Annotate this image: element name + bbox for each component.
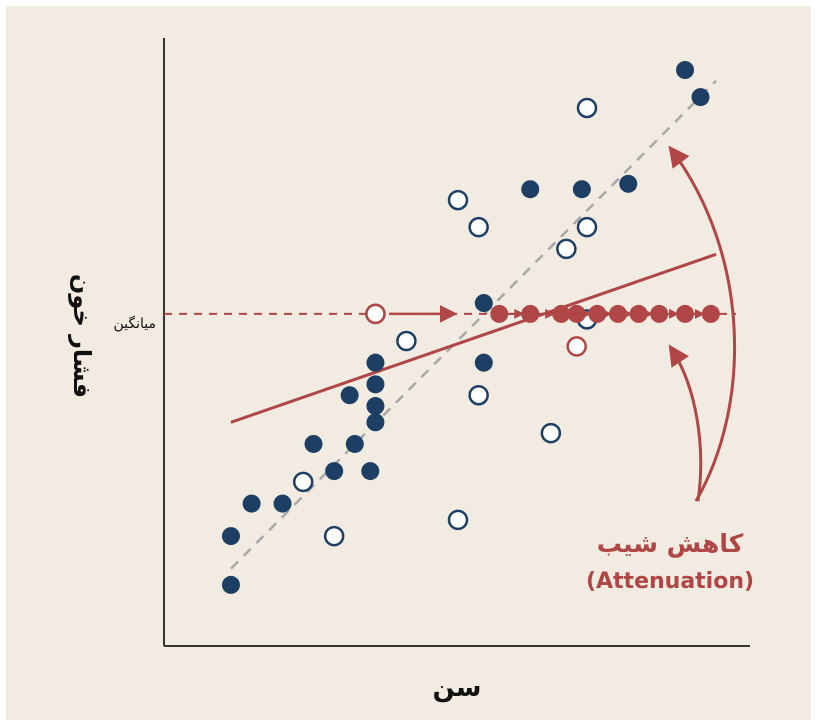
data-point-filled [366,413,385,432]
data-point-attenuated [567,304,586,323]
data-point-attenuated [629,304,648,323]
data-point-filled [474,353,493,372]
data-point-filled [474,294,493,313]
data-point-filled [273,494,292,513]
y-axis-label: فشار خون [68,274,96,398]
data-point-filled [521,180,540,199]
data-point-attenuated [552,304,571,323]
data-point-open [468,216,489,238]
data-point-attenuated [701,304,720,323]
annotation-title: کاهش شیب [597,529,744,558]
mean-label: میانگین [114,315,157,332]
chart-panel: فشار خون سن میانگین کاهش شیب (Attenuatio… [6,6,811,720]
data-point-attenuated [676,304,695,323]
data-point-open [576,216,598,238]
data-point-open [447,189,469,211]
data-point-filled [691,88,710,107]
data-point-attenuated [608,304,627,323]
data-point-open [576,97,598,119]
regression-line [230,252,717,424]
data-point-filled [340,386,359,405]
data-point-filled [366,375,385,394]
attenuation-arrow-long [668,145,737,502]
annotation-subtitle: (Attenuation) [586,569,754,594]
diagonal-reference-line [230,79,717,570]
data-point-open [292,471,314,493]
attenuation-arrow-short [668,344,703,502]
data-point-filled [242,494,261,513]
data-point-attenuated [650,304,669,323]
data-point-filled [361,462,380,481]
data-point-filled [366,397,385,416]
data-point-open [447,509,469,531]
data-point-filled [676,61,695,79]
data-point-filled [221,575,240,594]
data-point-filled [325,462,344,481]
data-point-filled [619,174,638,193]
data-point-attenuated [521,304,540,323]
data-point-attenuated [588,304,607,323]
scatter-chart: فشار خون سن میانگین کاهش شیب (Attenuatio… [68,38,754,703]
data-point-attenuated [490,304,509,323]
data-point-filled [304,434,323,453]
data-point-filled [366,353,385,372]
data-point-open [396,330,417,352]
x-axis-label: سن [433,673,482,703]
data-point-open [540,422,562,444]
data-point-open [468,384,489,406]
data-point-open [556,238,577,260]
data-point-open [323,525,345,547]
mean-point-open [365,303,386,325]
data-point-filled [345,434,364,453]
points-layer [221,61,720,594]
data-point-open-red [566,336,587,357]
data-point-filled [221,527,240,546]
data-point-filled [572,180,591,199]
